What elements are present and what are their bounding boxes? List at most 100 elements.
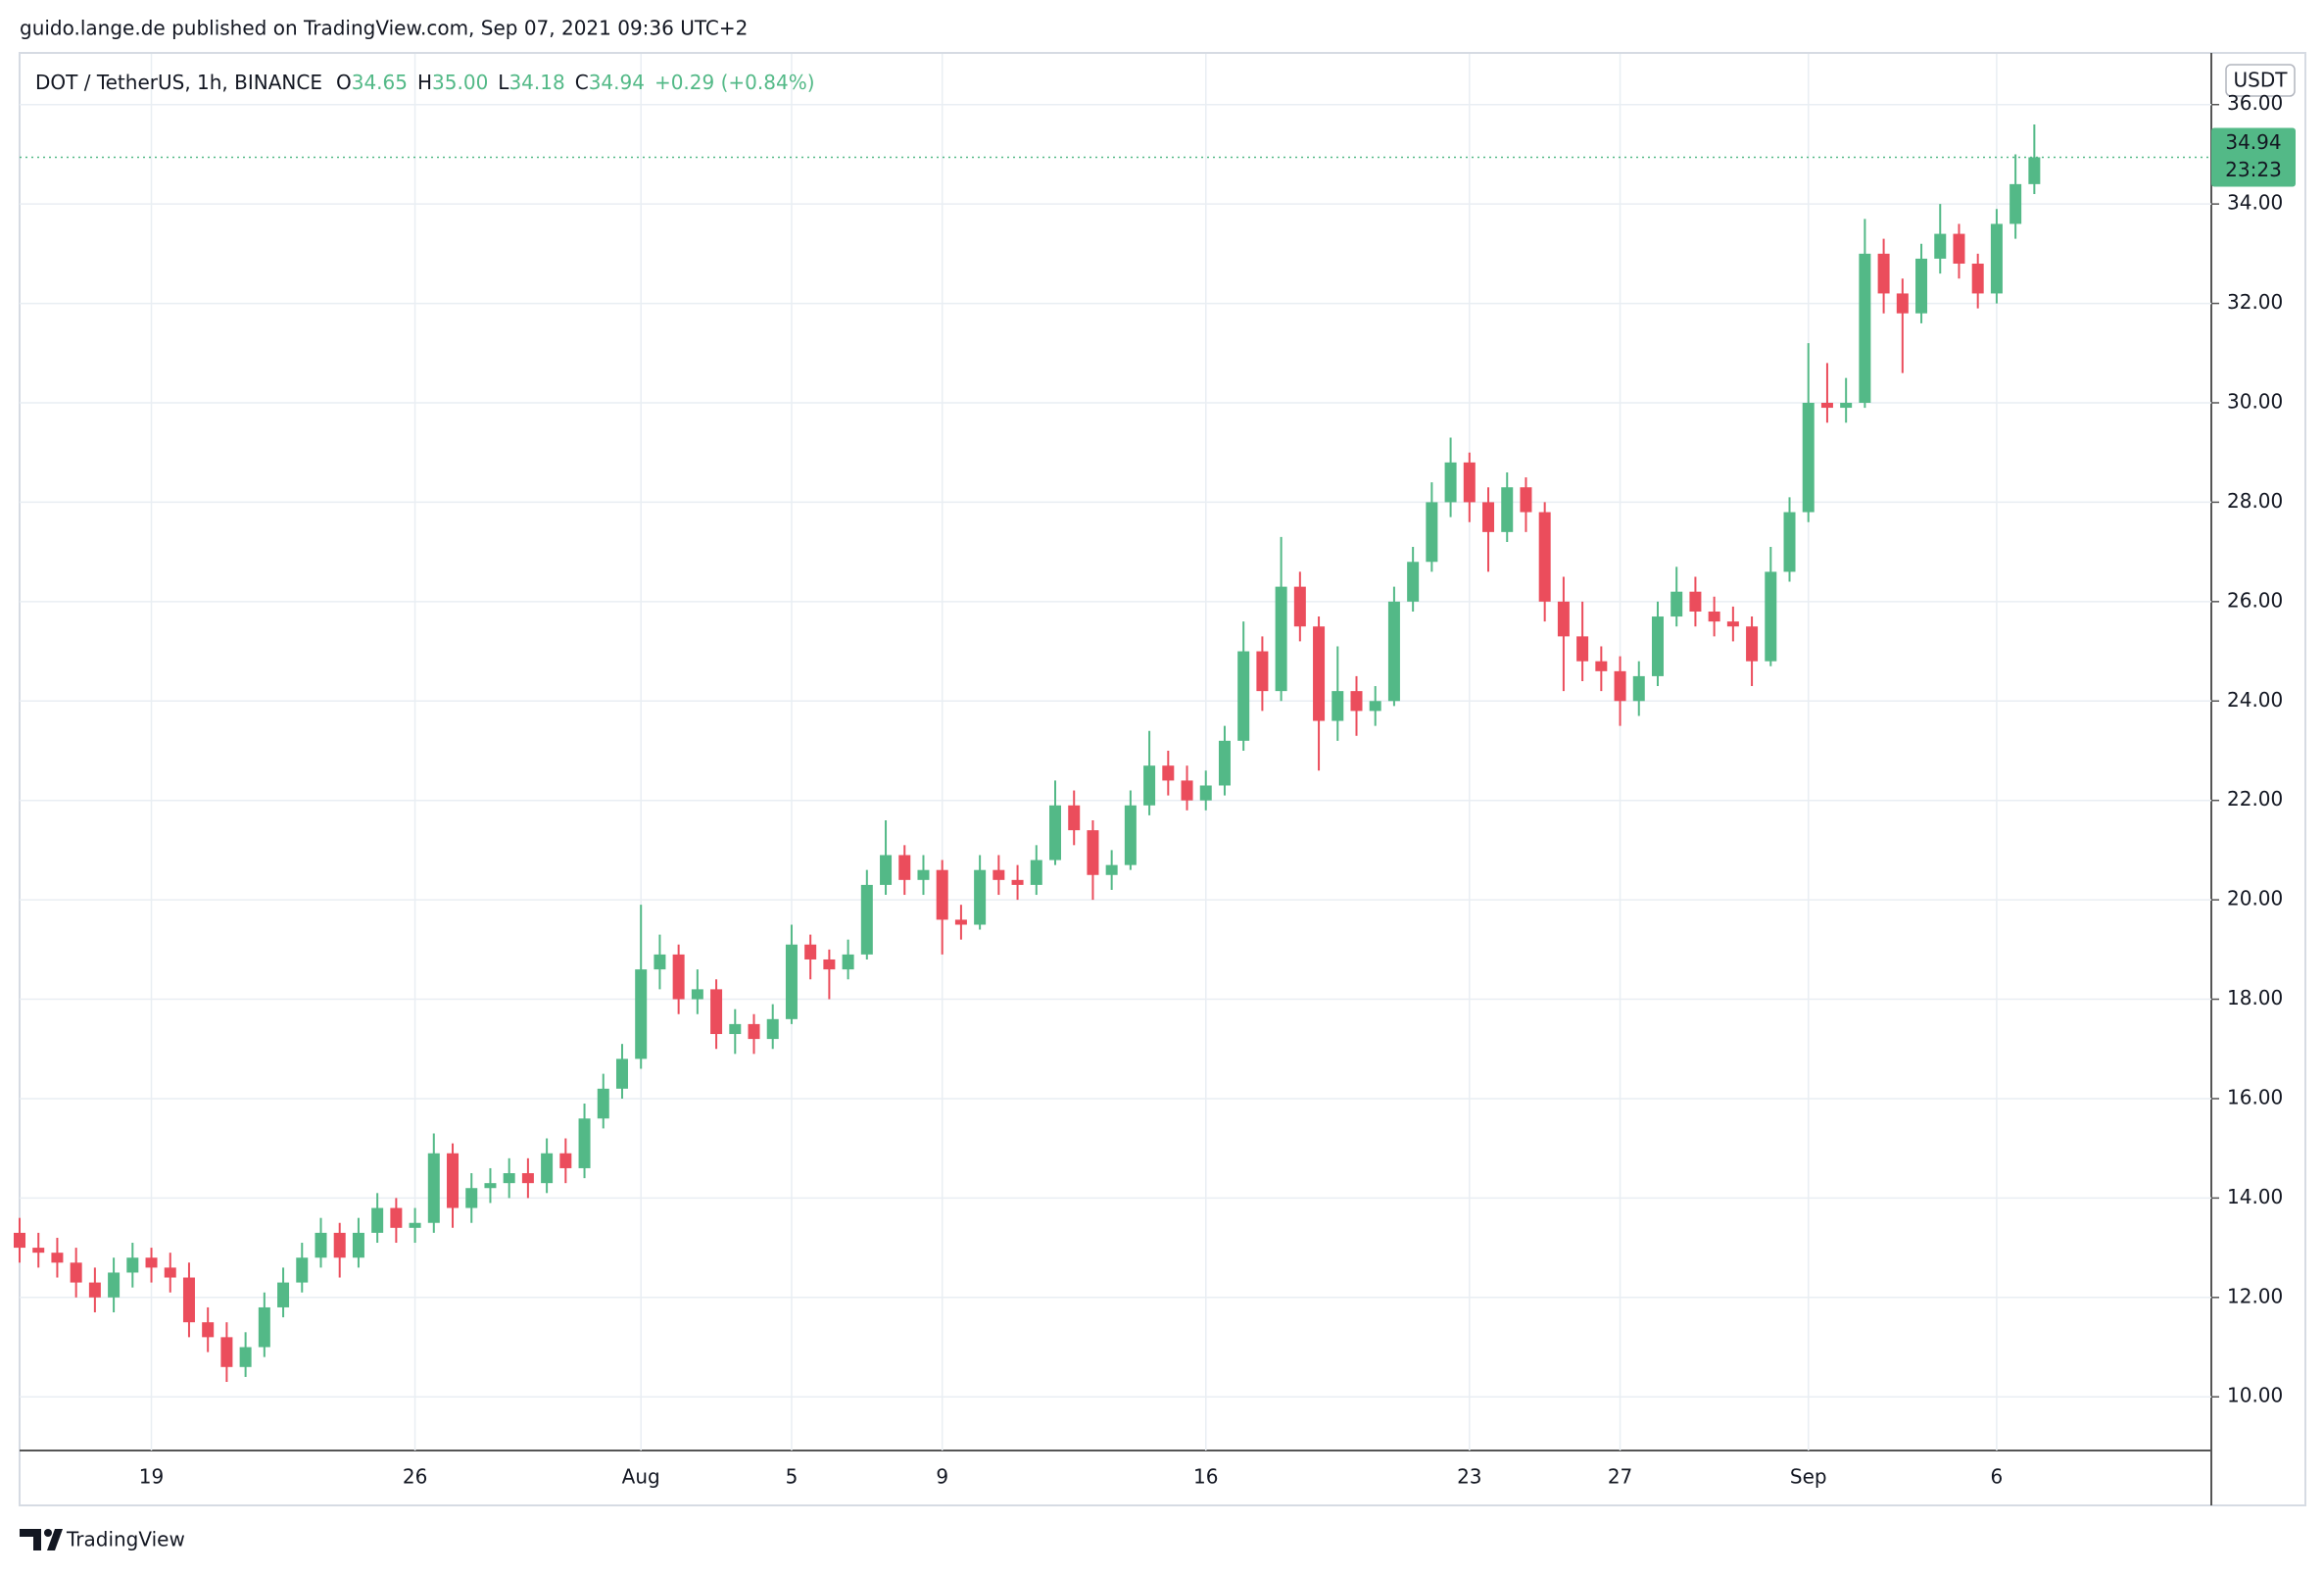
y-tick-label: 22.00 xyxy=(2227,787,2283,811)
candle-body xyxy=(484,1183,497,1189)
candle-body xyxy=(1670,591,1683,617)
candle-body xyxy=(635,969,648,1059)
candle-body xyxy=(333,1232,346,1258)
candle-body xyxy=(1746,626,1759,662)
candle-body xyxy=(182,1277,195,1323)
symbol-legend: DOT / TetherUS, 1h, BINANCE O34.65 H35.00 L… xyxy=(35,71,815,94)
candle-body xyxy=(1953,233,1965,265)
candle-body xyxy=(785,944,798,1019)
candle-body xyxy=(1011,879,1024,885)
candle-body xyxy=(898,855,911,880)
countdown: 23:23 xyxy=(2225,158,2282,181)
candle-body xyxy=(1765,571,1777,662)
x-tick-label: 27 xyxy=(1608,1465,1632,1489)
x-tick-label: 19 xyxy=(139,1465,164,1489)
candle-body xyxy=(1426,502,1438,563)
candle-body xyxy=(1783,512,1796,572)
footer-brand: TradingView xyxy=(66,1528,185,1551)
candle-body xyxy=(1105,864,1118,875)
candle-body xyxy=(1915,258,1928,314)
candle-body xyxy=(1463,462,1476,503)
candle-body xyxy=(729,1023,742,1035)
candle-body xyxy=(936,869,948,920)
candle-body xyxy=(1820,402,1833,409)
candle-body xyxy=(296,1257,309,1283)
candle-body xyxy=(1934,233,1947,259)
x-tick-label: 26 xyxy=(403,1465,427,1489)
price-change: +0.29 (+0.84%) xyxy=(654,71,815,94)
candle-body xyxy=(1313,626,1326,721)
candle-body xyxy=(1237,651,1250,741)
candle-body xyxy=(541,1153,554,1184)
ohlc-label: H xyxy=(417,71,432,94)
candle-body xyxy=(352,1232,364,1258)
candle-body xyxy=(1859,253,1871,403)
candle-body xyxy=(1369,701,1381,712)
candle-body xyxy=(1840,402,1853,409)
candle-body xyxy=(917,869,930,880)
candle-body xyxy=(1482,502,1495,532)
footer-logo xyxy=(20,1529,63,1550)
candle-body xyxy=(1726,621,1739,627)
candle-body xyxy=(1181,780,1193,801)
candle-body xyxy=(1218,740,1231,786)
candle-body xyxy=(1275,586,1287,692)
last-price-tag xyxy=(2211,127,2296,187)
candle-body xyxy=(1632,675,1645,702)
y-tick-label: 34.00 xyxy=(2227,191,2283,215)
x-tick-label: 16 xyxy=(1193,1465,1218,1489)
candle-body xyxy=(1387,601,1400,702)
candle-body xyxy=(1444,462,1457,503)
candle-body xyxy=(108,1272,121,1298)
candle-body xyxy=(239,1347,252,1367)
candle-body xyxy=(1614,670,1626,702)
x-tick-label: Sep xyxy=(1790,1465,1827,1489)
candle-body xyxy=(1538,512,1551,602)
x-tick-label: 6 xyxy=(1991,1465,2004,1489)
ohlc-label: O xyxy=(336,71,352,94)
candle-body xyxy=(993,869,1005,880)
candle-body xyxy=(503,1173,515,1184)
candle-body xyxy=(615,1058,628,1089)
candle-body xyxy=(1293,586,1306,627)
candle-body xyxy=(1576,636,1589,662)
y-tick-label: 24.00 xyxy=(2227,688,2283,712)
candle-body xyxy=(371,1207,384,1233)
grid xyxy=(20,54,2211,1451)
candle-body xyxy=(2028,157,2041,184)
candle-body xyxy=(88,1282,101,1298)
candle-body xyxy=(880,855,893,885)
candle-body xyxy=(954,919,967,925)
candle-body xyxy=(1896,293,1909,314)
last-price-label: 34.94 xyxy=(2225,130,2281,154)
candle-body xyxy=(447,1153,460,1208)
y-tick-label: 28.00 xyxy=(2227,489,2283,513)
candle-body xyxy=(1030,860,1042,885)
symbol-title: DOT / TetherUS, 1h, BINANCE xyxy=(35,71,322,94)
y-tick-label: 26.00 xyxy=(2227,588,2283,612)
y-tick-label: 16.00 xyxy=(2227,1085,2283,1108)
ohlc-value: 35.00 xyxy=(432,71,488,94)
candle-body xyxy=(578,1118,591,1168)
candle-body xyxy=(1124,805,1137,865)
y-tick-label: 36.00 xyxy=(2227,91,2283,115)
candle-body xyxy=(748,1023,760,1040)
candle-body xyxy=(1049,805,1062,861)
candle-body xyxy=(559,1153,572,1168)
candle-body xyxy=(1651,616,1664,676)
candle-body xyxy=(1350,691,1363,712)
candle-body xyxy=(804,944,817,959)
candle-body xyxy=(126,1257,139,1273)
candle-body xyxy=(145,1257,158,1268)
candle-body xyxy=(51,1253,64,1263)
candle-body xyxy=(974,869,987,925)
ohlc-label: C xyxy=(575,71,589,94)
y-tick-label: 12.00 xyxy=(2227,1284,2283,1307)
candle-body xyxy=(1971,264,1984,294)
candle-body xyxy=(1087,830,1099,875)
x-tick-label: 9 xyxy=(936,1465,948,1489)
y-tick-label: 14.00 xyxy=(2227,1185,2283,1208)
candle-body xyxy=(710,989,723,1035)
candle-body xyxy=(32,1248,45,1254)
candle-body xyxy=(1407,562,1420,602)
